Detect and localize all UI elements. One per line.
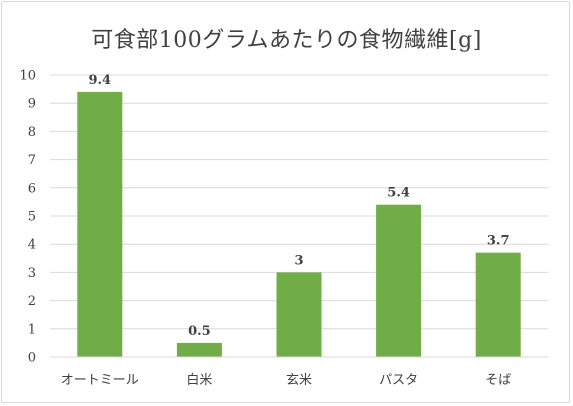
x-axis: オートミール 白米 玄米 パスタ そば [50, 356, 548, 388]
y-axis: 0 1 2 3 4 5 6 7 8 9 10 [19, 69, 36, 366]
y-tick-label: 9 [28, 97, 36, 112]
y-tick-label: 8 [28, 125, 36, 140]
category-label: パスタ [379, 373, 418, 388]
y-tick-label: 1 [28, 322, 36, 337]
y-tick-label: 0 [28, 351, 36, 366]
bars [77, 91, 521, 358]
bar [77, 91, 123, 358]
bar [176, 342, 222, 357]
data-labels: 9.4 0.5 3 5.4 3.7 [88, 73, 509, 339]
category-label: オートミール [61, 373, 139, 388]
chart-title: 可食部100グラムあたりの食物繊維[g] [91, 28, 482, 53]
category-label: そば [485, 373, 511, 388]
bar [276, 272, 322, 357]
bar [475, 252, 521, 357]
y-tick-label: 2 [28, 294, 36, 309]
data-label: 9.4 [88, 73, 111, 88]
y-tick-label: 3 [28, 266, 36, 281]
category-label: 白米 [186, 372, 212, 388]
y-tick-label: 7 [28, 153, 36, 168]
y-tick-label: 10 [19, 69, 36, 84]
y-tick-label: 5 [28, 210, 36, 225]
y-tick-label: 4 [28, 238, 36, 253]
data-label: 3 [294, 253, 303, 268]
category-label: 玄米 [286, 373, 312, 388]
gridlines [50, 74, 548, 358]
data-label: 3.7 [487, 234, 510, 249]
data-label: 0.5 [188, 324, 211, 339]
data-label: 5.4 [387, 186, 410, 201]
y-tick-label: 6 [28, 181, 36, 196]
bar [376, 204, 422, 357]
